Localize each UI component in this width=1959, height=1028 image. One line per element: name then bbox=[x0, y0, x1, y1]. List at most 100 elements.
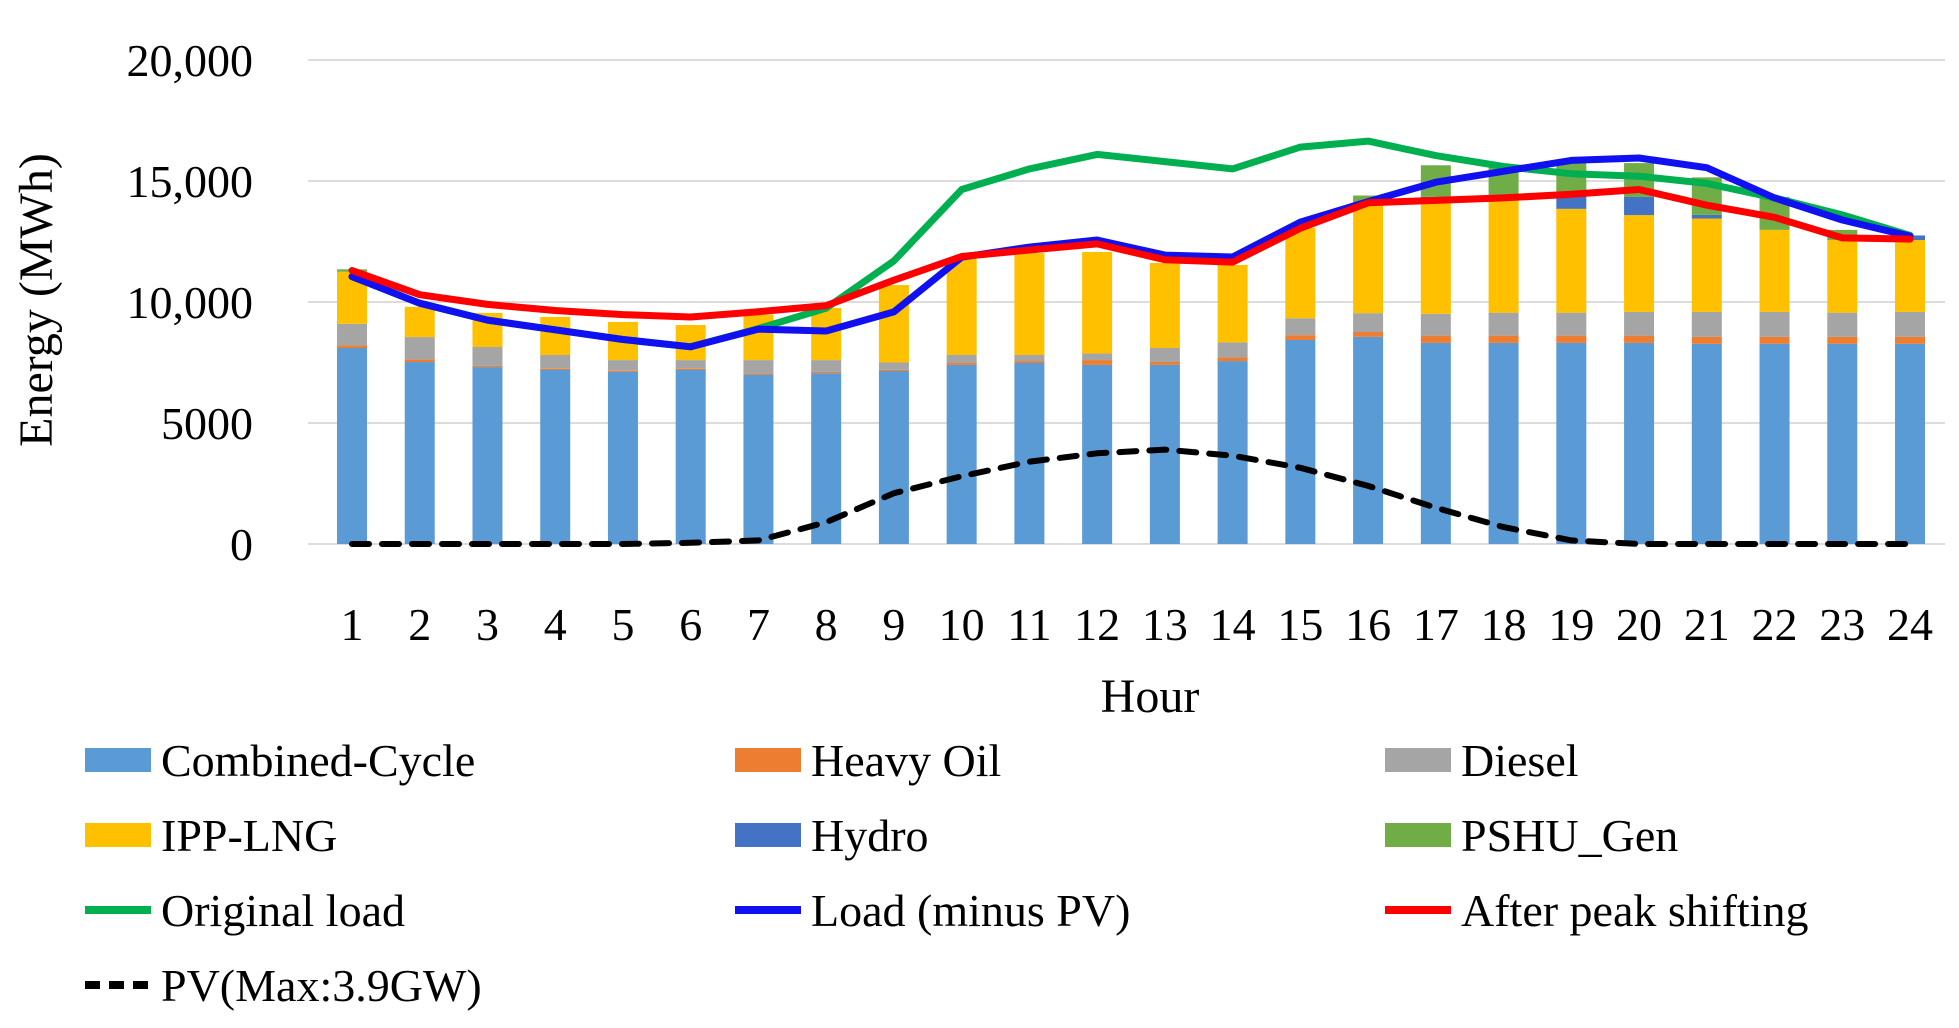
bar-diesel-h8 bbox=[811, 360, 842, 372]
legend-label-heavy-oil: Heavy Oil bbox=[811, 735, 1001, 786]
y-axis-tick-labels: 0 5000 10,000 15,000 20,000 bbox=[127, 35, 254, 570]
legend-swatch-pshu-gen bbox=[1385, 823, 1451, 847]
x-tick-label-18: 18 bbox=[1481, 599, 1527, 650]
bar-heavy-oil-h9 bbox=[878, 369, 909, 371]
bar-heavy-oil-h19 bbox=[1556, 335, 1587, 343]
bar-combined-cycle-h6 bbox=[675, 370, 706, 544]
bar-combined-cycle-h10 bbox=[946, 364, 977, 544]
bar-ipp-lng-h11 bbox=[1014, 253, 1045, 355]
x-tick-label-21: 21 bbox=[1684, 599, 1730, 650]
legend: Combined-Cycle Heavy Oil Diesel IPP-LNG Hydr… bbox=[85, 735, 1808, 1011]
bar-diesel-h1 bbox=[337, 323, 367, 346]
bar-heavy-oil-h12 bbox=[1082, 360, 1113, 365]
x-axis-tick-labels: 1 2 3 4 5 6 7 8 9 10 11 12 13 14 15 16 17 18 19 20 21 22 23 24 bbox=[341, 599, 1934, 650]
bar-hydro-h21 bbox=[1691, 214, 1722, 219]
x-tick-label-5: 5 bbox=[611, 599, 634, 650]
legend-swatch-diesel bbox=[1385, 748, 1451, 772]
y-axis-title: Energy (MWh) bbox=[10, 153, 63, 447]
bar-diesel-h23 bbox=[1827, 312, 1858, 337]
bar-hydro-h20 bbox=[1624, 196, 1655, 216]
bar-diesel-h21 bbox=[1691, 311, 1722, 337]
bar-diesel-h3 bbox=[472, 347, 503, 366]
bar-diesel-h6 bbox=[675, 360, 706, 369]
bar-ipp-lng-h10 bbox=[946, 258, 977, 355]
bar-ipp-lng-h22 bbox=[1759, 229, 1790, 312]
bar-diesel-h13 bbox=[1149, 347, 1180, 363]
bar-diesel-h15 bbox=[1285, 318, 1316, 336]
x-tick-label-22: 22 bbox=[1752, 599, 1798, 650]
bar-combined-cycle-h20 bbox=[1624, 342, 1655, 544]
bar-ipp-lng-h24 bbox=[1895, 240, 1926, 312]
y-tick-label-15000: 15,000 bbox=[127, 156, 254, 207]
y-tick-label-5000: 5000 bbox=[161, 398, 253, 449]
bar-ipp-lng-h19 bbox=[1556, 208, 1587, 313]
bar-heavy-oil-h11 bbox=[1014, 361, 1045, 363]
bar-combined-cycle-h3 bbox=[472, 367, 503, 544]
bar-combined-cycle-h13 bbox=[1149, 364, 1180, 544]
bar-combined-cycle-h7 bbox=[743, 374, 774, 544]
bar-heavy-oil-h18 bbox=[1488, 335, 1519, 343]
x-tick-label-7: 7 bbox=[747, 599, 770, 650]
bar-heavy-oil-h5 bbox=[607, 370, 638, 372]
line-series bbox=[348, 137, 1914, 547]
x-tick-label-17: 17 bbox=[1413, 599, 1459, 650]
bar-heavy-oil-h21 bbox=[1691, 336, 1722, 344]
line-after-peak-shifting bbox=[348, 186, 1914, 321]
legend-label-load-minus-pv: Load (minus PV) bbox=[811, 885, 1130, 936]
x-tick-label-16: 16 bbox=[1345, 599, 1391, 650]
bar-combined-cycle-h16 bbox=[1353, 336, 1384, 544]
line-original-load bbox=[348, 137, 1914, 351]
x-tick-label-23: 23 bbox=[1819, 599, 1865, 650]
legend-label-pshu-gen: PSHU_Gen bbox=[1461, 810, 1678, 861]
x-tick-label-11: 11 bbox=[1007, 599, 1051, 650]
legend-swatch-hydro bbox=[735, 823, 801, 847]
bar-combined-cycle-h19 bbox=[1556, 342, 1587, 544]
bar-heavy-oil-h3 bbox=[472, 365, 503, 368]
line-pv-max-3-9gw bbox=[349, 446, 1913, 547]
line-load-minus-pv bbox=[348, 154, 1914, 351]
bar-ipp-lng-h7 bbox=[743, 314, 774, 361]
x-axis-title: Hour bbox=[1101, 670, 1200, 723]
bar-heavy-oil-h7 bbox=[743, 373, 774, 375]
bar-diesel-h7 bbox=[743, 360, 774, 374]
bar-combined-cycle-h9 bbox=[878, 370, 909, 544]
bar-combined-cycle-h2 bbox=[404, 362, 435, 544]
bar-diesel-h17 bbox=[1420, 313, 1451, 336]
bar-heavy-oil-h2 bbox=[404, 359, 435, 363]
bar-combined-cycle-h23 bbox=[1827, 343, 1858, 544]
legend-swatch-combined-cycle bbox=[85, 748, 151, 772]
bar-heavy-oil-h22 bbox=[1759, 336, 1790, 344]
x-tick-label-6: 6 bbox=[679, 599, 702, 650]
bar-diesel-h18 bbox=[1488, 312, 1519, 336]
bar-ipp-lng-h23 bbox=[1827, 240, 1858, 313]
bar-heavy-oil-h20 bbox=[1624, 335, 1655, 343]
bar-ipp-lng-h2 bbox=[404, 306, 435, 338]
bar-heavy-oil-h17 bbox=[1420, 335, 1451, 343]
bar-combined-cycle-h1 bbox=[337, 347, 367, 544]
bar-heavy-oil-h1 bbox=[337, 345, 367, 348]
bar-ipp-lng-h14 bbox=[1217, 264, 1248, 343]
bar-diesel-h20 bbox=[1624, 311, 1655, 336]
x-tick-label-9: 9 bbox=[882, 599, 905, 650]
x-tick-label-2: 2 bbox=[408, 599, 431, 650]
x-tick-label-24: 24 bbox=[1887, 599, 1933, 650]
bar-ipp-lng-h21 bbox=[1691, 218, 1722, 312]
bar-ipp-lng-h17 bbox=[1420, 200, 1451, 314]
bar-ipp-lng-h15 bbox=[1285, 227, 1316, 319]
x-tick-label-20: 20 bbox=[1616, 599, 1662, 650]
bar-ipp-lng-h16 bbox=[1353, 202, 1384, 314]
legend-label-diesel: Diesel bbox=[1461, 735, 1579, 786]
bar-ipp-lng-h9 bbox=[878, 285, 909, 363]
bar-diesel-h12 bbox=[1082, 353, 1113, 361]
y-tick-label-10000: 10,000 bbox=[127, 277, 254, 328]
x-tick-label-19: 19 bbox=[1548, 599, 1594, 650]
bar-heavy-oil-h4 bbox=[540, 368, 571, 371]
bar-combined-cycle-h5 bbox=[607, 371, 638, 544]
bar-diesel-h5 bbox=[607, 360, 638, 371]
legend-swatch-ipp-lng bbox=[85, 823, 151, 847]
bar-combined-cycle-h18 bbox=[1488, 342, 1519, 544]
x-tick-label-15: 15 bbox=[1277, 599, 1323, 650]
bar-combined-cycle-h11 bbox=[1014, 362, 1045, 544]
bar-combined-cycle-h24 bbox=[1895, 343, 1926, 544]
